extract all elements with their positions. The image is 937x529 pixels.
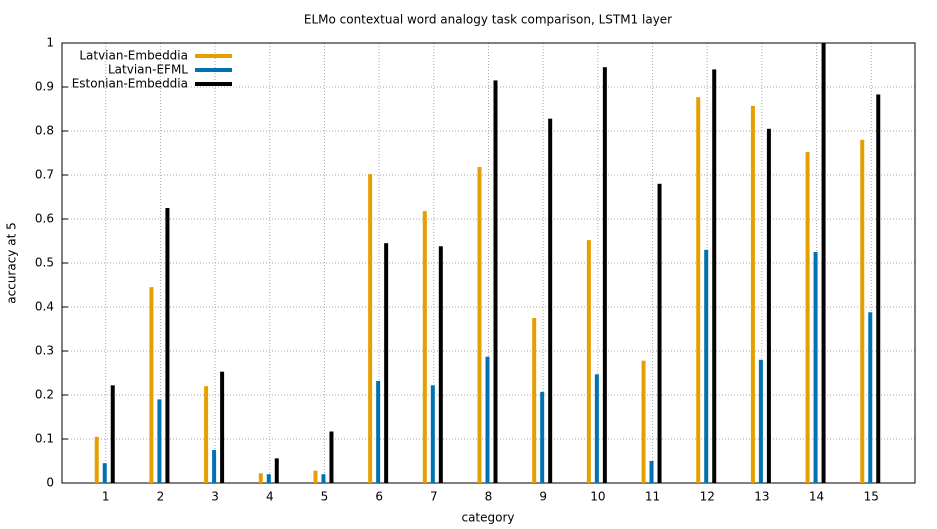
y-tick-label: 0.1 bbox=[35, 432, 54, 446]
bar bbox=[532, 318, 537, 483]
x-tick-label: 4 bbox=[266, 490, 274, 504]
bar bbox=[485, 356, 490, 483]
y-tick-label: 0.7 bbox=[35, 168, 54, 182]
bar bbox=[821, 43, 826, 483]
x-tick-label: 12 bbox=[700, 490, 715, 504]
bar bbox=[384, 243, 389, 483]
y-tick-label: 0.5 bbox=[35, 256, 54, 270]
x-tick-label: 14 bbox=[809, 490, 824, 504]
y-tick-label: 0.8 bbox=[35, 124, 54, 138]
x-tick-label: 1 bbox=[102, 490, 110, 504]
bar bbox=[649, 461, 654, 483]
bar bbox=[258, 473, 263, 483]
x-axis-label: category bbox=[461, 511, 514, 525]
y-tick-label: 0.6 bbox=[35, 212, 54, 226]
bar bbox=[540, 391, 545, 483]
bar bbox=[266, 474, 271, 483]
bar bbox=[165, 208, 170, 483]
x-tick-label: 3 bbox=[211, 490, 219, 504]
bar bbox=[758, 359, 763, 483]
y-tick-label: 0.2 bbox=[35, 388, 54, 402]
x-tick-label: 10 bbox=[590, 490, 605, 504]
y-tick-label: 1 bbox=[46, 36, 54, 50]
bar bbox=[696, 97, 701, 484]
bar bbox=[94, 436, 99, 483]
bar bbox=[422, 211, 427, 483]
bar bbox=[868, 312, 873, 483]
bar bbox=[876, 94, 881, 483]
y-tick-label: 0.4 bbox=[35, 300, 54, 314]
x-tick-label: 6 bbox=[375, 490, 383, 504]
bar bbox=[274, 458, 279, 483]
bar bbox=[102, 463, 107, 483]
bar bbox=[586, 240, 591, 483]
bar bbox=[641, 360, 646, 483]
x-tick-label: 2 bbox=[157, 490, 165, 504]
bar bbox=[329, 431, 334, 483]
bar bbox=[594, 374, 599, 483]
bar bbox=[157, 399, 162, 483]
y-tick-label: 0.3 bbox=[35, 344, 54, 358]
bar bbox=[321, 474, 326, 483]
bar bbox=[477, 167, 482, 483]
bar bbox=[149, 287, 154, 483]
legend-label: Estonian-Embeddia bbox=[72, 77, 188, 91]
y-tick-label: 0.9 bbox=[35, 80, 54, 94]
bar bbox=[368, 174, 373, 483]
x-tick-label: 5 bbox=[321, 490, 329, 504]
bar bbox=[750, 105, 755, 484]
bar bbox=[212, 450, 217, 483]
bar bbox=[376, 380, 381, 483]
x-tick-label: 7 bbox=[430, 490, 438, 504]
x-tick-label: 13 bbox=[754, 490, 769, 504]
x-tick-label: 8 bbox=[485, 490, 493, 504]
bar bbox=[813, 252, 818, 483]
legend-label: Latvian-EFML bbox=[108, 63, 188, 77]
bar bbox=[204, 386, 209, 483]
chart-title: ELMo contextual word analogy task compar… bbox=[304, 13, 672, 27]
y-tick-label: 0 bbox=[46, 476, 54, 490]
bar bbox=[704, 249, 709, 483]
bar bbox=[493, 80, 498, 484]
bar bbox=[602, 67, 607, 483]
y-axis-label: accuracy at 5 bbox=[5, 222, 19, 303]
x-tick-label: 15 bbox=[864, 490, 879, 504]
bar bbox=[430, 385, 435, 483]
bar bbox=[220, 371, 225, 483]
bar bbox=[438, 246, 443, 483]
bar bbox=[313, 470, 318, 483]
bar bbox=[110, 385, 115, 483]
x-tick-label: 11 bbox=[645, 490, 660, 504]
bar bbox=[805, 152, 810, 483]
bar bbox=[712, 69, 717, 484]
bar bbox=[860, 139, 865, 484]
x-tick-label: 9 bbox=[539, 490, 547, 504]
bar bbox=[548, 118, 553, 484]
bar bbox=[657, 183, 662, 484]
legend-label: Latvian-Embeddia bbox=[79, 49, 188, 63]
bar bbox=[766, 128, 771, 484]
